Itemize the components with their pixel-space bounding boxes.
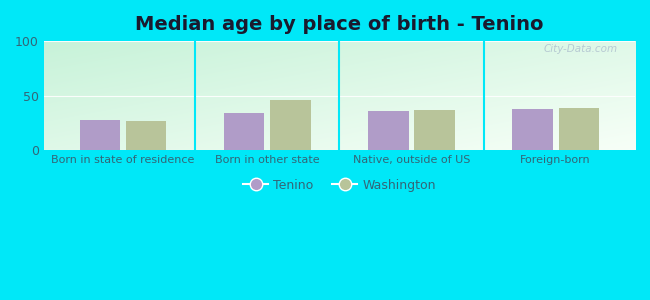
Bar <box>126 121 166 150</box>
Bar <box>270 100 311 150</box>
Bar <box>414 110 455 150</box>
Bar <box>80 120 120 150</box>
Bar <box>512 109 552 150</box>
Legend: Tenino, Washington: Tenino, Washington <box>238 174 441 196</box>
Bar <box>558 108 599 150</box>
Title: Median age by place of birth - Tenino: Median age by place of birth - Tenino <box>135 15 543 34</box>
Bar <box>224 113 265 150</box>
Bar <box>368 111 409 150</box>
Text: City-Data.com: City-Data.com <box>543 44 618 54</box>
